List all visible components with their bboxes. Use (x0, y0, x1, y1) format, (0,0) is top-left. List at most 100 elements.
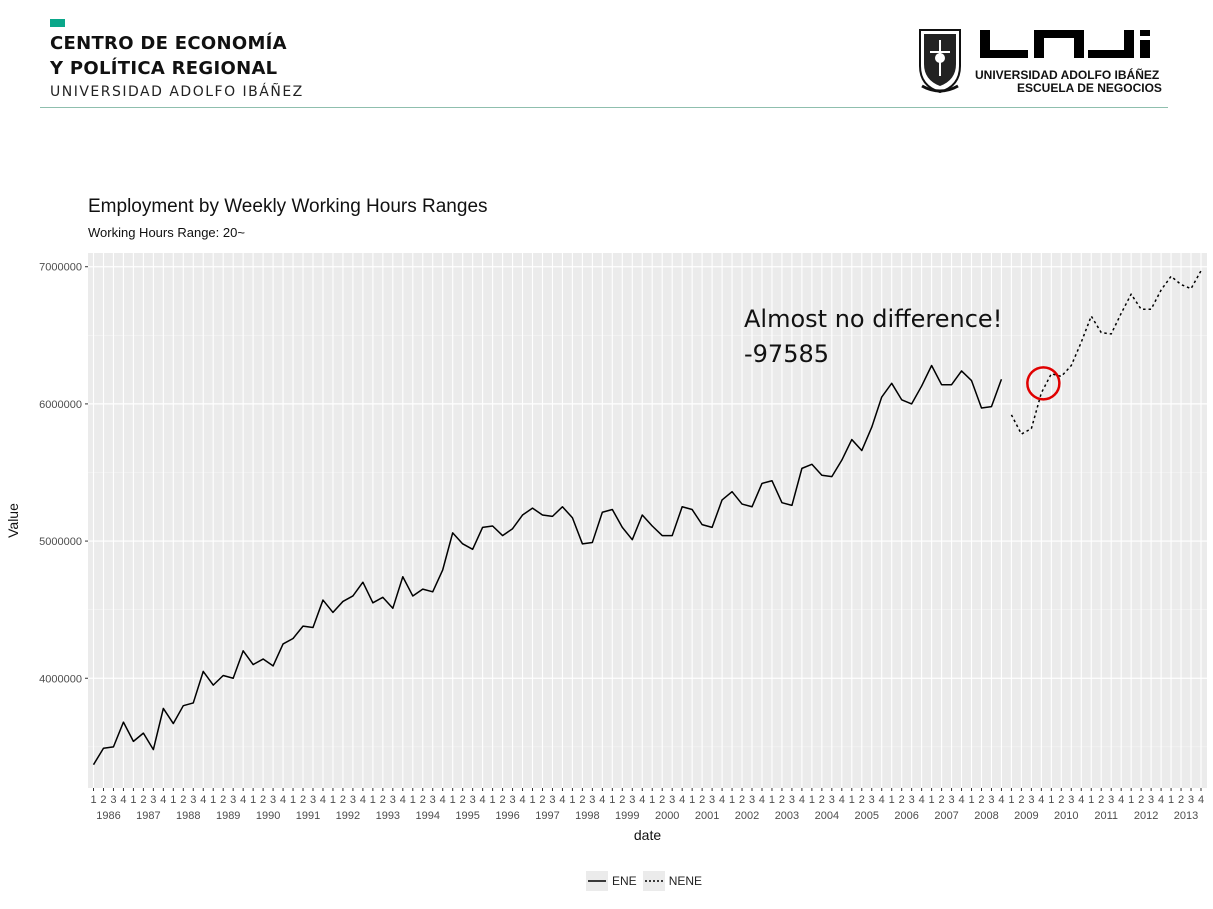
x-tick-label-quarter: 4 (559, 794, 565, 806)
x-tick-label-quarter: 3 (310, 794, 316, 806)
x-tick-label-quarter: 4 (200, 794, 206, 806)
x-tick-label-year: 1988 (176, 810, 200, 822)
x-tick-label-quarter: 2 (819, 794, 825, 806)
x-tick-label-year: 1997 (535, 810, 559, 822)
x-tick-label-year: 1986 (96, 810, 120, 822)
x-tick-label-year: 2002 (735, 810, 759, 822)
page-header: CENTRO DE ECONOMÍA Y POLÍTICA REGIONAL U… (0, 0, 1213, 110)
x-tick-label-quarter: 2 (779, 794, 785, 806)
x-tick-label-quarter: 3 (1068, 794, 1074, 806)
x-tick-label-quarter: 2 (260, 794, 266, 806)
x-tick-label-quarter: 1 (769, 794, 775, 806)
org-name-line1: CENTRO DE ECONOMÍA (50, 33, 287, 54)
cepr-logo-mark (50, 19, 65, 27)
annotation-text-line2: -97585 (744, 340, 829, 368)
x-tick-label-quarter: 2 (180, 794, 186, 806)
x-tick-label-quarter: 4 (240, 794, 246, 806)
x-tick-label-year: 2006 (894, 810, 918, 822)
series-line-ene (92, 364, 1003, 766)
x-tick-label-quarter: 3 (789, 794, 795, 806)
x-tick-label-year: 1994 (416, 810, 440, 822)
x-tick-label-quarter: 2 (1058, 794, 1064, 806)
legend-key-solid (586, 871, 608, 891)
x-tick-label-quarter: 3 (270, 794, 276, 806)
x-tick-label-quarter: 1 (290, 794, 296, 806)
x-tick-label-quarter: 4 (998, 794, 1004, 806)
x-tick-label-quarter: 1 (130, 794, 136, 806)
header-divider (40, 107, 1168, 108)
x-tick-label-quarter: 1 (450, 794, 456, 806)
x-tick-label-quarter: 2 (380, 794, 386, 806)
x-tick-label-quarter: 2 (579, 794, 585, 806)
x-tick-label-quarter: 1 (250, 794, 256, 806)
x-tick-label-quarter: 4 (679, 794, 685, 806)
x-tick-label-quarter: 4 (1118, 794, 1124, 806)
x-tick-label-quarter: 4 (280, 794, 286, 806)
x-tick-label-quarter: 1 (529, 794, 535, 806)
x-tick-label-quarter: 1 (729, 794, 735, 806)
x-tick-label-year: 2010 (1054, 810, 1078, 822)
x-tick-label-quarter: 1 (1168, 794, 1174, 806)
x-tick-label-quarter: 2 (420, 794, 426, 806)
x-tick-label-quarter: 3 (430, 794, 436, 806)
x-tick-label-quarter: 2 (1018, 794, 1024, 806)
x-tick-label-quarter: 3 (110, 794, 116, 806)
x-tick-label-quarter: 1 (1128, 794, 1134, 806)
x-tick-label-year: 2013 (1174, 810, 1198, 822)
x-axis-label: date (634, 827, 661, 843)
legend-item-ene: ENE (586, 871, 637, 891)
x-tick-label-quarter: 4 (519, 794, 525, 806)
x-tick-label-quarter: 3 (470, 794, 476, 806)
x-tick-label-year: 1989 (216, 810, 240, 822)
x-tick-label-quarter: 2 (1138, 794, 1144, 806)
y-tick-label: 6000000 (39, 399, 82, 411)
x-tick-label-quarter: 2 (500, 794, 506, 806)
legend-label-nene: NENE (668, 874, 703, 888)
x-tick-label-quarter: 4 (120, 794, 126, 806)
x-tick-label-quarter: 1 (968, 794, 974, 806)
x-tick-label-year: 2004 (815, 810, 839, 822)
y-tick-label: 5000000 (39, 536, 82, 548)
y-tick-label: 7000000 (39, 262, 82, 274)
x-tick-label-quarter: 4 (958, 794, 964, 806)
x-tick-label-quarter: 3 (869, 794, 875, 806)
x-tick-label-quarter: 3 (949, 794, 955, 806)
legend-item-nene: NENE (642, 871, 703, 891)
x-tick-label-quarter: 4 (160, 794, 166, 806)
x-tick-label-quarter: 4 (879, 794, 885, 806)
x-tick-label-quarter: 1 (1048, 794, 1054, 806)
x-tick-label-quarter: 3 (150, 794, 156, 806)
x-tick-label-quarter: 1 (330, 794, 336, 806)
x-tick-label-quarter: 4 (1078, 794, 1084, 806)
x-tick-label-quarter: 4 (400, 794, 406, 806)
x-tick-label-year: 1993 (376, 810, 400, 822)
x-tick-label-quarter: 2 (699, 794, 705, 806)
x-tick-label-year: 1998 (575, 810, 599, 822)
chart-title: Employment by Weekly Working Hours Range… (88, 196, 488, 217)
x-tick-label-year: 1990 (256, 810, 280, 822)
uai-university-name: UNIVERSIDAD ADOLFO IBÁÑEZ (975, 68, 1160, 82)
x-tick-label-quarter: 3 (669, 794, 675, 806)
x-tick-label-quarter: 1 (170, 794, 176, 806)
x-tick-label-quarter: 2 (978, 794, 984, 806)
x-tick-label-quarter: 4 (440, 794, 446, 806)
x-tick-label-quarter: 3 (1108, 794, 1114, 806)
x-tick-label-quarter: 3 (190, 794, 196, 806)
x-tick-label-year: 1992 (336, 810, 360, 822)
x-tick-label-year: 2011 (1094, 810, 1118, 822)
x-tick-label-year: 2000 (655, 810, 679, 822)
x-tick-label-quarter: 2 (739, 794, 745, 806)
x-tick-label-quarter: 2 (859, 794, 865, 806)
chart-subtitle: Working Hours Range: 20~ (88, 225, 245, 240)
x-tick-label-quarter: 4 (799, 794, 805, 806)
x-tick-label-quarter: 3 (909, 794, 915, 806)
x-tick-label-quarter: 1 (689, 794, 695, 806)
x-tick-label-quarter: 3 (1028, 794, 1034, 806)
x-tick-label-quarter: 1 (370, 794, 376, 806)
x-tick-label-year: 2012 (1134, 810, 1158, 822)
x-tick-label-quarter: 1 (929, 794, 935, 806)
legend-key-dotted (642, 871, 665, 891)
x-tick-label-quarter: 1 (1008, 794, 1014, 806)
x-tick-label-quarter: 3 (350, 794, 356, 806)
